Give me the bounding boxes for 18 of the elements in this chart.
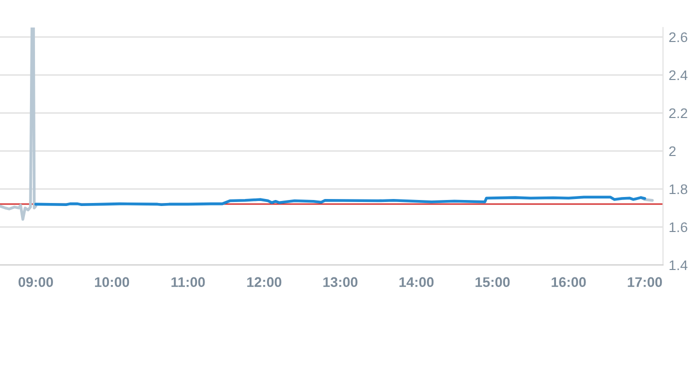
x-tick-label: 15:00 <box>476 277 510 288</box>
y-tick-label: 1.6 <box>670 222 688 232</box>
y-tick-label: 2.4 <box>669 70 688 80</box>
line-series <box>34 196 646 206</box>
y-tick-label: 1.4 <box>670 260 688 270</box>
x-tick-label: 10:00 <box>95 277 130 288</box>
x-tick-label: 11:00 <box>172 277 205 288</box>
y-tick-label: 2 <box>669 146 676 156</box>
y-tick-label: 2.2 <box>669 108 688 118</box>
x-tick-label: 12:00 <box>247 277 282 288</box>
x-tick-label: 16:00 <box>552 277 586 288</box>
y-tick-label: 1.8 <box>670 184 688 194</box>
x-tick-label: 14:00 <box>399 277 434 288</box>
x-tick-label: 13:00 <box>323 277 358 288</box>
x-tick-label: 17:00 <box>628 277 662 288</box>
y-tick-label: 2.6 <box>669 32 688 42</box>
x-tick-label: 09:00 <box>18 277 53 288</box>
line-series <box>0 28 38 221</box>
